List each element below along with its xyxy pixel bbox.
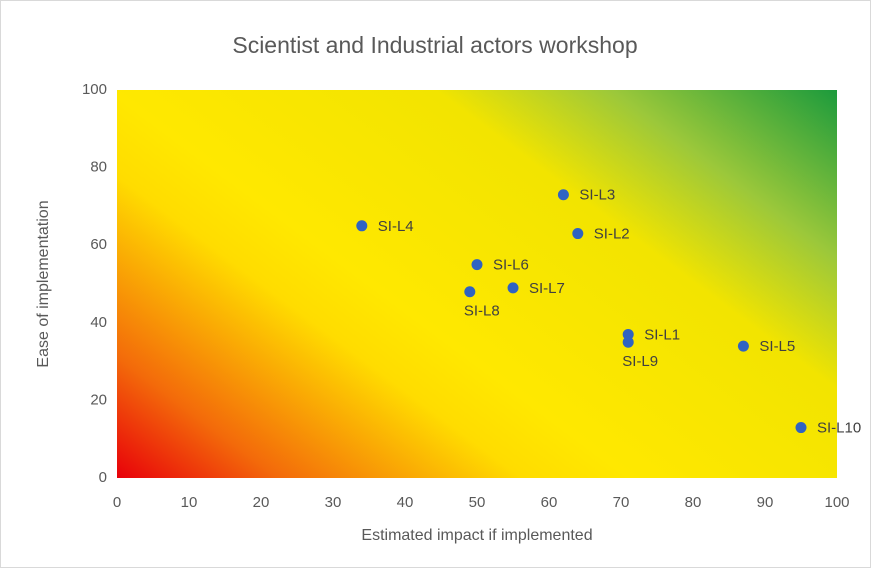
chart-title: Scientist and Industrial actors workshop <box>232 32 637 58</box>
y-tick-label: 100 <box>82 81 107 98</box>
data-point <box>622 336 634 348</box>
y-tick-label: 20 <box>90 391 107 408</box>
x-axis-title: Estimated impact if implemented <box>361 527 592 544</box>
data-point <box>464 286 476 298</box>
y-tick-label: 80 <box>90 159 107 176</box>
point-label: SI-L10 <box>817 420 861 437</box>
y-axis-title: Ease of implementation <box>35 200 52 367</box>
point-label: SI-L4 <box>378 218 414 235</box>
data-point <box>795 422 807 434</box>
data-point <box>737 340 749 352</box>
point-label: SI-L2 <box>594 226 630 243</box>
y-tick-label: 60 <box>90 236 107 253</box>
data-point <box>557 189 569 201</box>
x-tick-label: 30 <box>325 494 342 511</box>
point-label: SI-L6 <box>493 257 529 274</box>
data-point <box>622 328 634 340</box>
data-point <box>572 228 584 240</box>
x-tick-label: 50 <box>469 494 486 511</box>
x-tick-label: 40 <box>397 494 414 511</box>
y-tick-label: 40 <box>90 314 107 331</box>
data-point <box>471 259 483 271</box>
point-label: SI-L9 <box>622 353 658 370</box>
data-point <box>507 282 519 294</box>
plot-area <box>117 90 837 478</box>
x-tick-label: 90 <box>757 494 774 511</box>
point-label: SI-L1 <box>644 326 680 343</box>
x-tick-label: 80 <box>685 494 702 511</box>
point-label: SI-L8 <box>464 303 500 320</box>
x-tick-label: 20 <box>253 494 270 511</box>
x-tick-label: 60 <box>541 494 558 511</box>
data-point <box>356 220 368 232</box>
x-tick-label: 100 <box>824 494 849 511</box>
point-label: SI-L5 <box>759 338 795 355</box>
x-tick-label: 70 <box>613 494 630 511</box>
point-label: SI-L3 <box>579 187 615 204</box>
point-label: SI-L7 <box>529 280 565 297</box>
y-tick-label: 0 <box>99 469 107 486</box>
x-tick-label: 10 <box>181 494 198 511</box>
x-tick-label: 0 <box>113 494 121 511</box>
